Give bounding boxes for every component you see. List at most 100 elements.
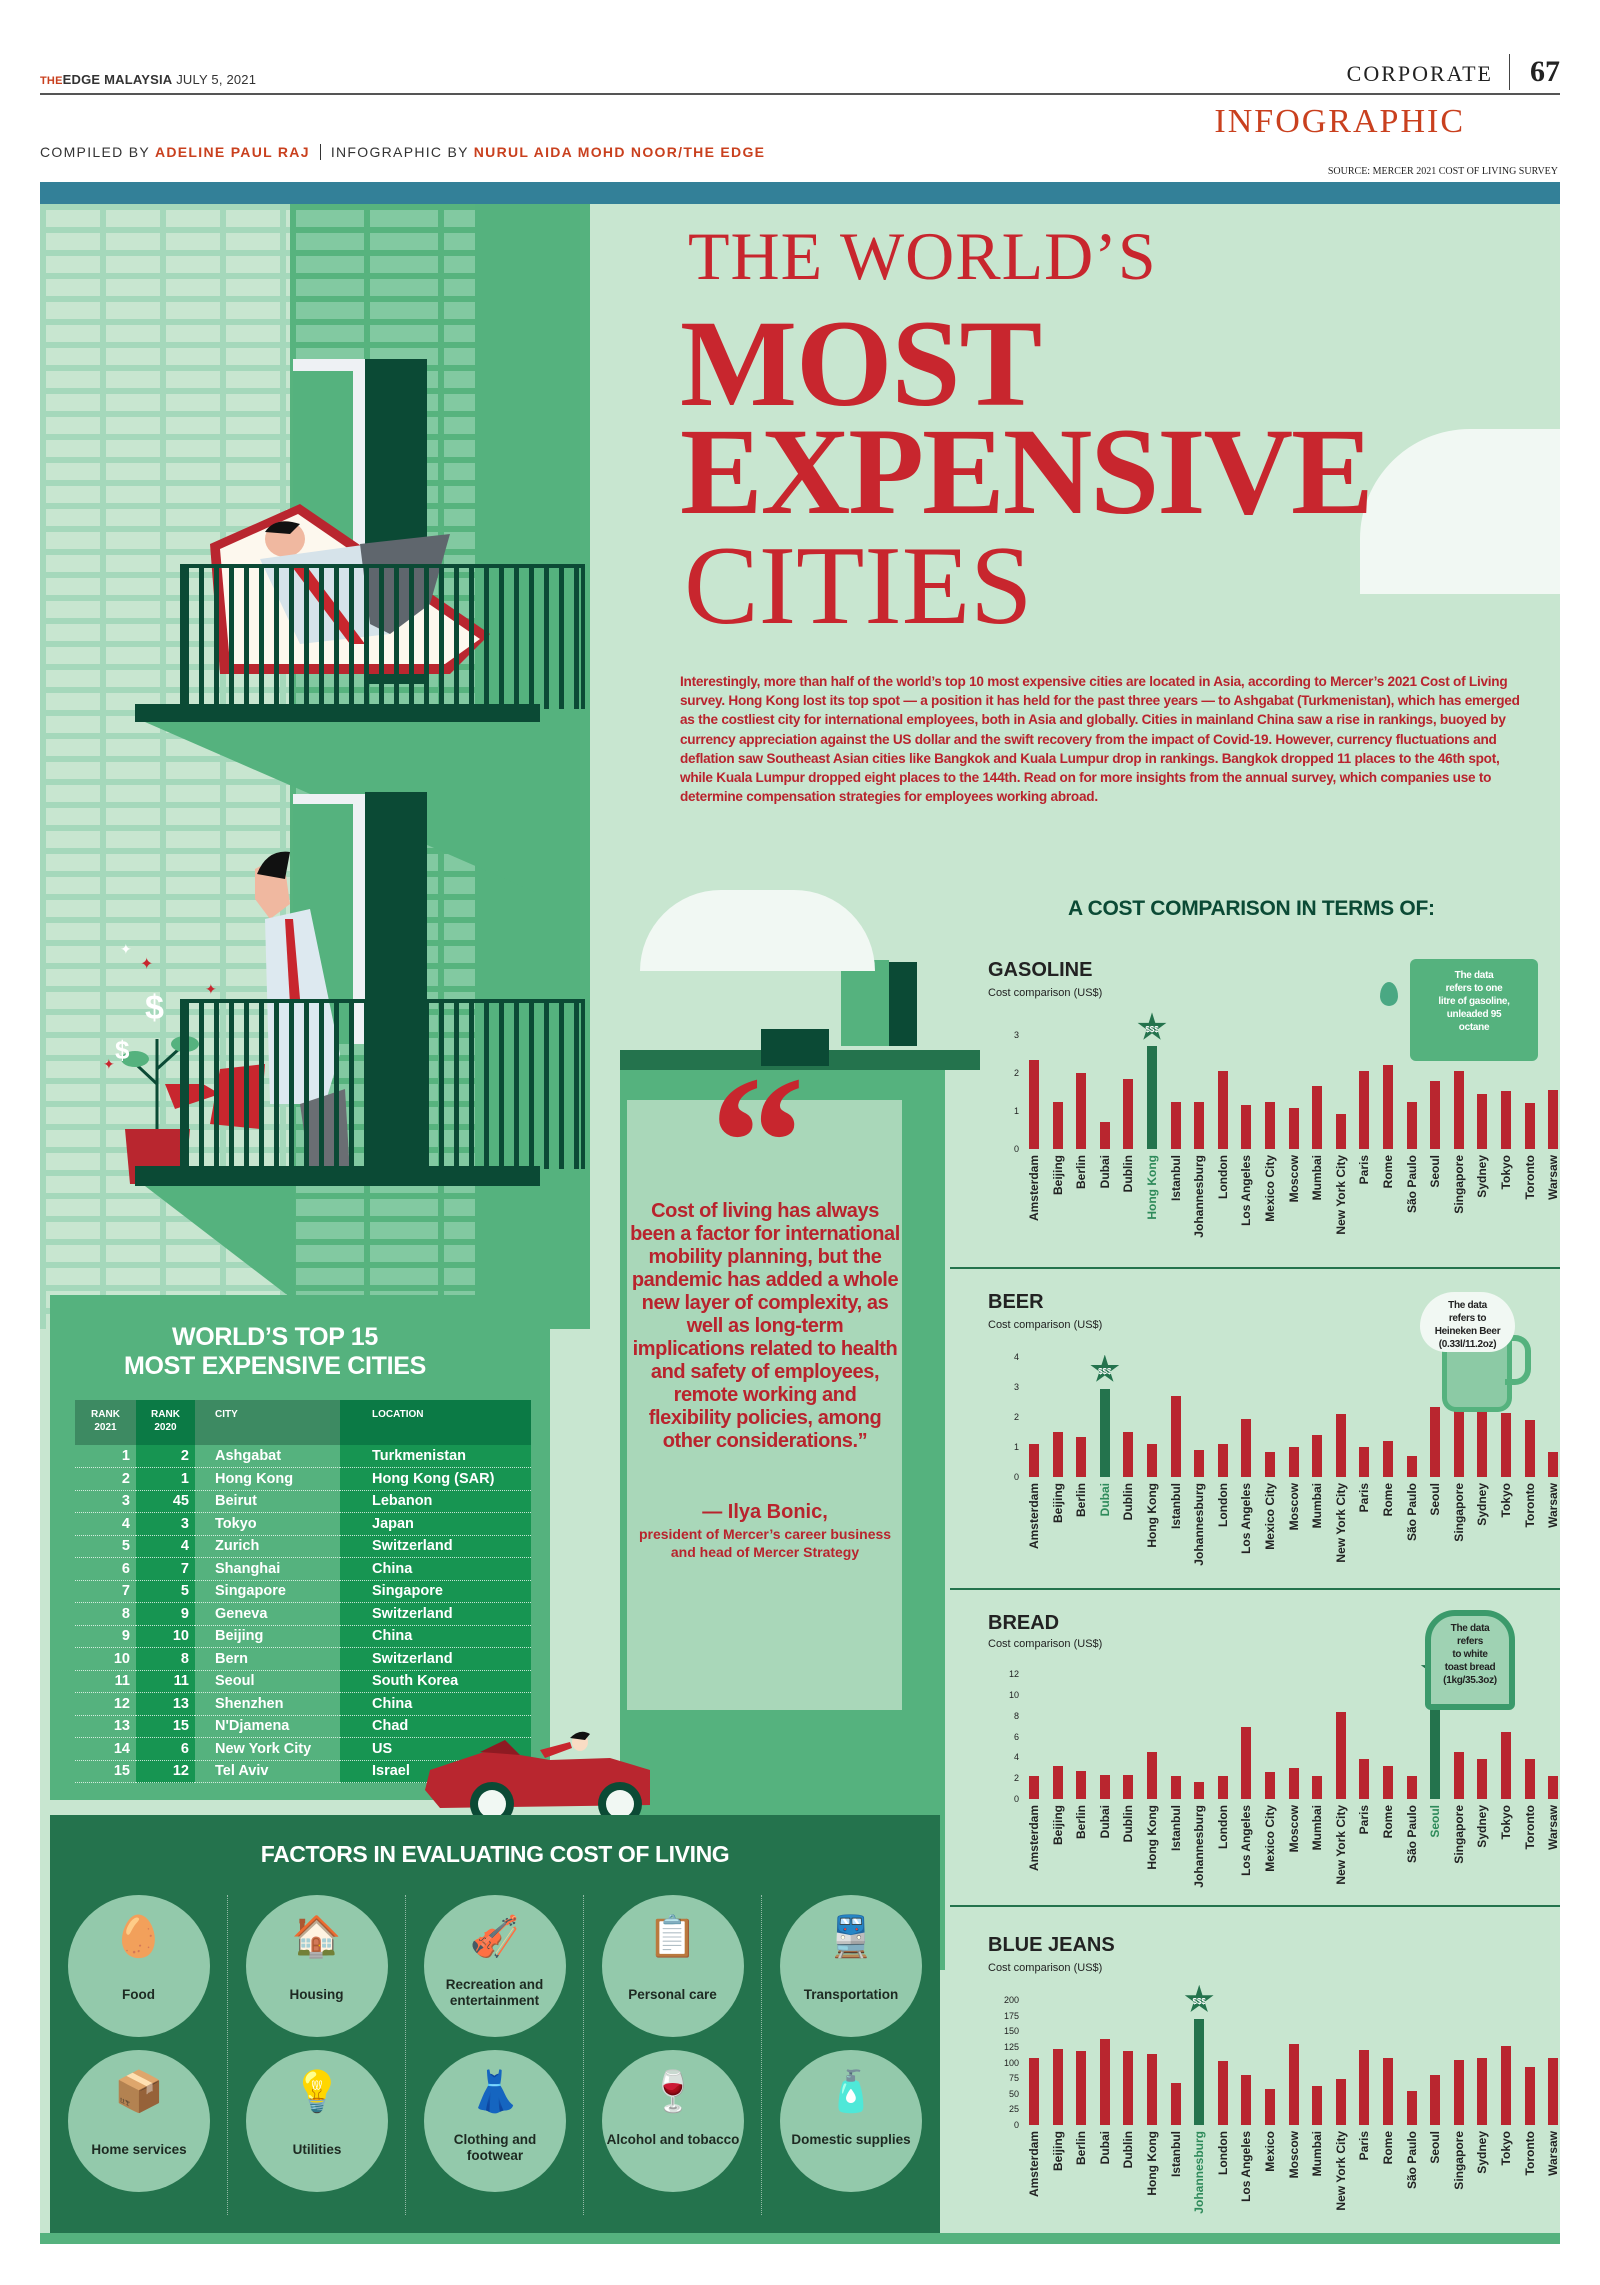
- x-category-label: London: [1215, 1155, 1230, 1199]
- headline-line-1: THE WORLD’S: [688, 218, 1157, 294]
- rank-2020-cell: 5: [136, 1580, 195, 1603]
- chart-subtitle: Cost comparison (US$): [988, 1638, 1103, 1650]
- y-tick-label: 50: [1008, 2088, 1019, 2099]
- lightbulb-gear-icon: 💡: [292, 2070, 342, 2114]
- svg-text:$: $: [115, 1035, 130, 1065]
- bar: [1548, 1776, 1559, 1799]
- y-tick-label: 3: [1013, 1030, 1019, 1040]
- x-category-label: Amsterdam: [1027, 1155, 1041, 1222]
- factor-oval: 👗 Clothing and footwear: [424, 2050, 566, 2192]
- location-cell: China: [340, 1692, 531, 1716]
- y-tick-label: 2: [1013, 1773, 1019, 1784]
- table-row: 8 9 Geneva Switzerland: [75, 1602, 531, 1626]
- x-category-label: Istanbul: [1168, 1805, 1183, 1852]
- bar: [1524, 1420, 1535, 1477]
- factor-label: Utilities: [292, 2142, 342, 2157]
- location-cell: Switzerland: [340, 1535, 531, 1558]
- bar: [1029, 2057, 1039, 2125]
- location-cell: Chad: [340, 1715, 531, 1738]
- bar: [1265, 1771, 1275, 1799]
- page-number: 67: [1530, 55, 1560, 88]
- city-cell: New York City: [195, 1737, 340, 1761]
- bar: [1430, 1080, 1441, 1149]
- rank-2020-cell: 3: [136, 1512, 195, 1536]
- x-category-label: Rome: [1381, 1483, 1395, 1517]
- x-category-label: Singapore: [1451, 1483, 1466, 1542]
- bar: [1453, 1752, 1464, 1799]
- factor-item: 🍷 Alcohol and tobacco: [584, 1895, 762, 2215]
- header-rank-2021: RANK 2021: [75, 1400, 136, 1445]
- cloud: [1360, 429, 1560, 594]
- chart-subtitle: Cost comparison (US$): [988, 1319, 1103, 1331]
- factor-oval: 🚆 Transportation: [780, 1895, 922, 2037]
- x-category-label: Berlin: [1074, 2131, 1089, 2166]
- x-category-label: Seoul: [1428, 1155, 1443, 1188]
- infographic-label: INFOGRAPHIC: [1214, 103, 1465, 140]
- bar: [1288, 1108, 1299, 1149]
- rank-2020-cell: 6: [136, 1737, 195, 1761]
- factor-item: 🏠 Housing: [228, 1895, 406, 2215]
- rank-2020-cell: 4: [136, 1535, 195, 1558]
- bar: [1123, 2050, 1134, 2125]
- lower-balcony-slab: [135, 1166, 540, 1186]
- bar: [1123, 1775, 1134, 1799]
- y-tick-label: 3: [1013, 1382, 1019, 1392]
- table-row: 11 11 Seoul South Korea: [75, 1670, 531, 1693]
- highest-star-icon: $$$: [1184, 1984, 1214, 2013]
- location-cell: Japan: [340, 1512, 531, 1536]
- x-category-label: Dubai: [1097, 1155, 1112, 1189]
- x-category-label: Berlin: [1074, 1483, 1089, 1518]
- x-category-label: New York City: [1333, 1805, 1348, 1885]
- table-row: 5 4 Zurich Switzerland: [75, 1535, 531, 1558]
- factor-item: 👗 Clothing and footwear: [406, 1895, 584, 2215]
- upper-balcony-railing: [180, 564, 585, 709]
- bar: [1383, 1065, 1393, 1149]
- rank-2020-cell: 1: [136, 1467, 195, 1491]
- bar: [1359, 2050, 1370, 2125]
- svg-text:✦: ✦: [205, 982, 217, 998]
- bar: [1241, 1727, 1252, 1799]
- bottom-color-bar: [40, 2233, 1560, 2244]
- bar: [1194, 1450, 1205, 1477]
- x-category-label: Dubai: [1097, 1805, 1112, 1839]
- x-category-label: Sydney: [1475, 1155, 1490, 1198]
- y-tick-label: 10: [1008, 1689, 1019, 1700]
- rank-2021-cell: 2: [75, 1467, 136, 1491]
- clipboard-icon: 📋: [647, 1915, 698, 1959]
- x-category-label: Sydney: [1475, 1483, 1490, 1526]
- bar: [1501, 1412, 1511, 1477]
- quote-author: — Ilya Bonic,: [702, 1501, 828, 1523]
- y-tick-label: 4: [1013, 1352, 1019, 1362]
- bar: [1430, 2075, 1441, 2125]
- bar: [1453, 1406, 1464, 1477]
- x-category-label: New York City: [1333, 1483, 1348, 1563]
- masthead-rule: [40, 93, 1560, 95]
- top-color-bar: [40, 182, 1560, 204]
- infographic-name: NURUL AIDA MOHD NOOR/THE EDGE: [473, 144, 766, 160]
- bar: [1335, 2078, 1346, 2125]
- x-category-label: Tokyo: [1499, 1805, 1513, 1840]
- box-icon: 📦: [114, 2070, 164, 2114]
- x-category-label: Sydney: [1475, 2131, 1490, 2174]
- x-category-label: Toronto: [1522, 1155, 1537, 1200]
- chart-plot: 0 1 2 3 4 Amsterdam Beijing Berlin Dubai $$$ Dubli…: [1014, 1352, 1560, 1566]
- table-row: 1 2 Ashgabat Turkmenistan: [75, 1445, 531, 1468]
- factor-label: Food: [122, 1987, 155, 2002]
- bar: [1501, 1091, 1511, 1149]
- x-category-label: Los Angeles: [1239, 1805, 1254, 1876]
- x-category-label: Warsaw: [1546, 1483, 1561, 1528]
- credits-divider: [319, 144, 321, 160]
- table-row: 4 3 Tokyo Japan: [75, 1512, 531, 1536]
- bar: [1052, 1101, 1063, 1149]
- y-tick-label: 0: [1013, 1144, 1019, 1154]
- bar: [1288, 1767, 1299, 1799]
- intro-paragraph: Interestingly, more than half of the wor…: [680, 674, 1520, 805]
- rank-2020-cell: 9: [136, 1602, 195, 1626]
- x-category-label: São Paulo: [1404, 1155, 1419, 1214]
- y-tick-label: 150: [1003, 2026, 1019, 2037]
- x-category-label: Paris: [1357, 1483, 1372, 1513]
- x-category-label: Dublin: [1121, 2131, 1136, 2169]
- factors-panel: FACTORS IN EVALUATING COST OF LIVING 🥚 F…: [50, 1815, 940, 2233]
- x-category-label: Rome: [1381, 1805, 1395, 1839]
- y-tick-label: 0: [1013, 2120, 1019, 2130]
